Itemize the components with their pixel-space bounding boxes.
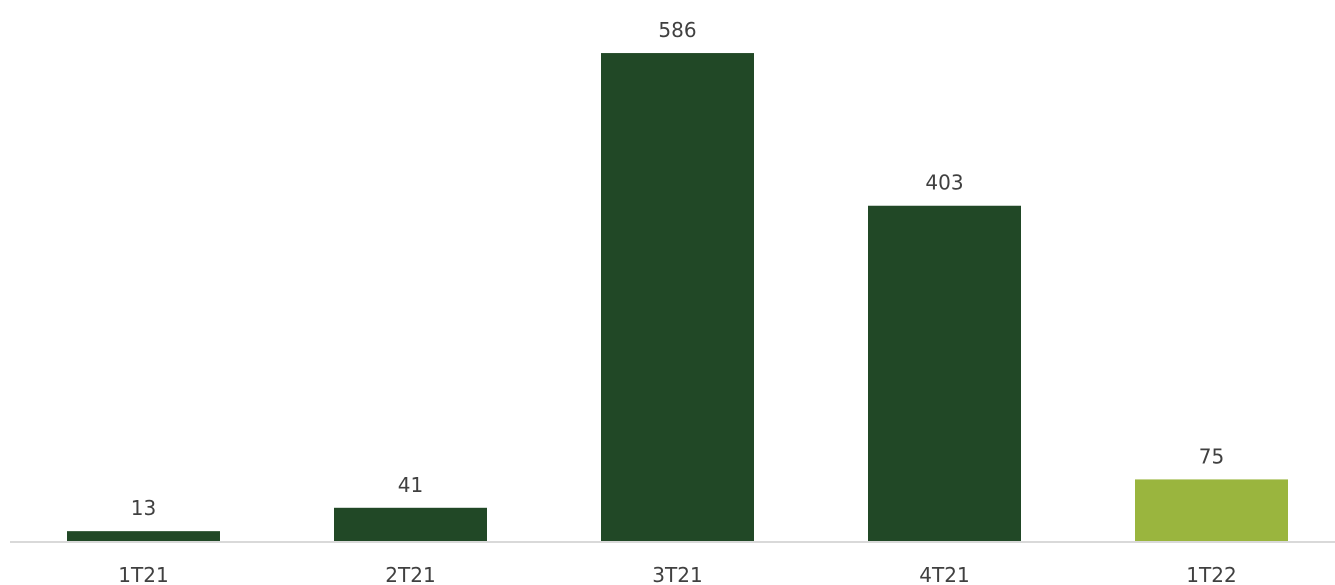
- value-label-3T21: 586: [658, 18, 696, 42]
- value-label-1T21: 13: [131, 496, 156, 520]
- bar-4T21: [868, 205, 1021, 542]
- category-label-3T21: 3T21: [652, 563, 702, 585]
- value-label-4T21: 403: [925, 171, 963, 195]
- category-labels-group: 1T21 2T21 3T21 4T21 1T22: [118, 563, 1236, 585]
- value-labels-group: 13 41 586 403 75: [131, 18, 1224, 520]
- value-label-1T22: 75: [1199, 444, 1224, 468]
- bar-1T21: [67, 531, 220, 542]
- value-label-2T21: 41: [398, 473, 423, 497]
- bar-3T21: [601, 53, 754, 543]
- bars-group: [67, 53, 1288, 543]
- category-label-2T21: 2T21: [385, 563, 435, 585]
- category-label-1T21: 1T21: [118, 563, 168, 585]
- bar-2T21: [334, 507, 487, 542]
- category-label-4T21: 4T21: [919, 563, 969, 585]
- category-label-1T22: 1T22: [1186, 563, 1236, 585]
- bar-1T22: [1135, 479, 1288, 542]
